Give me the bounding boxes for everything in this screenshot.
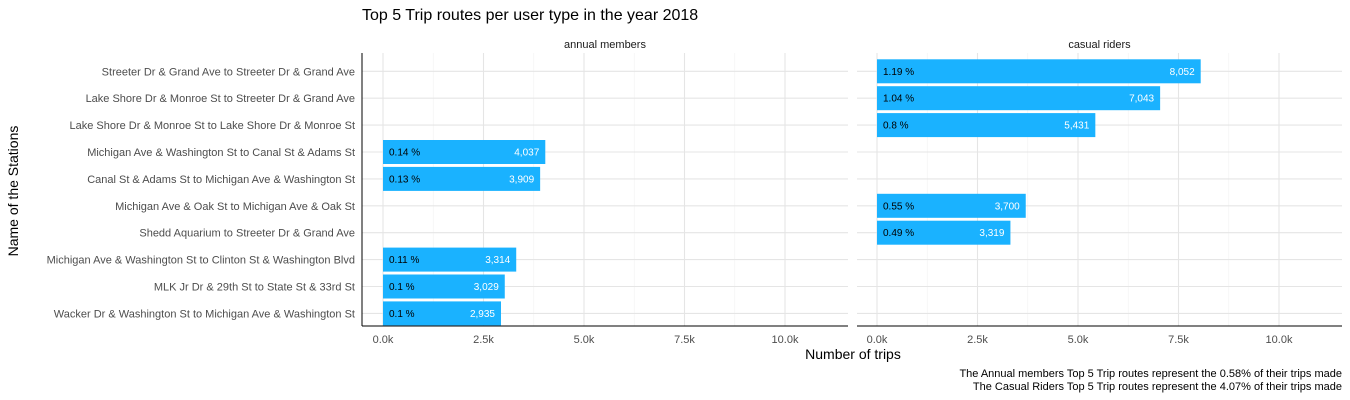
bar-percent-label: 0.49 % bbox=[883, 228, 914, 239]
y-tick-label: Streeter Dr & Grand Ave to Streeter Dr &… bbox=[102, 66, 355, 78]
facet-panels: annual members 0.14 % 4,037 0.13 % 3,909 0.11… bbox=[361, 39, 1342, 346]
caption-casual: The Casual Riders Top 5 Trip routes repr… bbox=[973, 381, 1342, 393]
y-tick-label: Michigan Ave & Washington St to Clinton … bbox=[47, 255, 355, 267]
bar-percent-label: 0.1 % bbox=[389, 282, 415, 293]
bar-value-label: 2,935 bbox=[470, 309, 495, 320]
x-tick-label: 0.0k bbox=[867, 334, 888, 346]
x-tick-label: 0.0k bbox=[373, 334, 394, 346]
caption-annual: The Annual members Top 5 Trip routes rep… bbox=[959, 368, 1342, 380]
x-tick-label: 5.0k bbox=[1068, 334, 1089, 346]
bar bbox=[877, 113, 1096, 138]
x-tick-label: 7.5k bbox=[674, 334, 695, 346]
bar bbox=[877, 86, 1161, 111]
bar-value-label: 3,319 bbox=[979, 228, 1004, 239]
bar-percent-label: 0.8 % bbox=[883, 121, 909, 132]
bar-value-label: 3,029 bbox=[474, 282, 499, 293]
bar-percent-label: 1.19 % bbox=[883, 67, 914, 78]
bar-value-label: 8,052 bbox=[1170, 67, 1195, 78]
y-axis-title: Name of the Stations bbox=[5, 126, 21, 257]
facet-panel: casual riders 1.19 % 8,052 1.04 % 7,043 0.8 %… bbox=[857, 39, 1342, 346]
x-tick-label: 5.0k bbox=[574, 334, 595, 346]
x-tick-label: 2.5k bbox=[473, 334, 494, 346]
facet-panel: annual members 0.14 % 4,037 0.13 % 3,909 0.11… bbox=[361, 39, 848, 346]
bar-percent-label: 0.55 % bbox=[883, 201, 914, 212]
x-tick-label: 10.0k bbox=[1266, 334, 1293, 346]
facet-strip-label: annual members bbox=[564, 39, 646, 51]
y-tick-label: Lake Shore Dr & Monroe St to Streeter Dr… bbox=[86, 93, 355, 105]
bar bbox=[877, 220, 1011, 245]
bar bbox=[383, 247, 517, 272]
x-axis-title: Number of trips bbox=[805, 346, 901, 362]
bar-value-label: 5,431 bbox=[1064, 121, 1089, 132]
y-tick-label: Michigan Ave & Washington St to Canal St… bbox=[87, 147, 355, 159]
bar bbox=[383, 166, 541, 191]
bar-percent-label: 0.11 % bbox=[389, 255, 419, 266]
y-tick-label: Wacker Dr & Washington St to Michigan Av… bbox=[54, 308, 355, 320]
y-tick-label: Canal St & Adams St to Michigan Ave & Wa… bbox=[87, 174, 355, 186]
bar-value-label: 7,043 bbox=[1129, 94, 1154, 105]
facet-strip-label: casual riders bbox=[1068, 39, 1131, 51]
bar-percent-label: 0.13 % bbox=[389, 174, 420, 185]
y-tick-label: Michigan Ave & Oak St to Michigan Ave & … bbox=[115, 201, 355, 213]
bar-percent-label: 0.1 % bbox=[389, 309, 415, 320]
bar-percent-label: 0.14 % bbox=[389, 148, 420, 159]
y-tick-label: Lake Shore Dr & Monroe St to Lake Shore … bbox=[69, 120, 355, 132]
bar bbox=[877, 59, 1201, 84]
bar-value-label: 4,037 bbox=[514, 148, 539, 159]
bar-value-label: 3,909 bbox=[509, 174, 534, 185]
bar bbox=[383, 140, 546, 164]
bar bbox=[877, 193, 1026, 218]
y-tick-label: Shedd Aquarium to Streeter Dr & Grand Av… bbox=[139, 228, 355, 240]
x-tick-label: 7.5k bbox=[1168, 334, 1189, 346]
bar-percent-label: 1.04 % bbox=[883, 94, 914, 105]
y-tick-label: MLK Jr Dr & 29th St to State St & 33rd S… bbox=[154, 282, 355, 294]
y-tick-labels: Streeter Dr & Grand Ave to Streeter Dr &… bbox=[47, 66, 355, 320]
chart-title: Top 5 Trip routes per user type in the y… bbox=[362, 7, 698, 24]
bar-value-label: 3,700 bbox=[995, 201, 1020, 212]
bar bbox=[383, 301, 501, 326]
x-tick-label: 2.5k bbox=[967, 334, 988, 346]
x-tick-label: 10.0k bbox=[772, 334, 799, 346]
bar-value-label: 3,314 bbox=[485, 255, 510, 266]
bar bbox=[383, 274, 505, 299]
